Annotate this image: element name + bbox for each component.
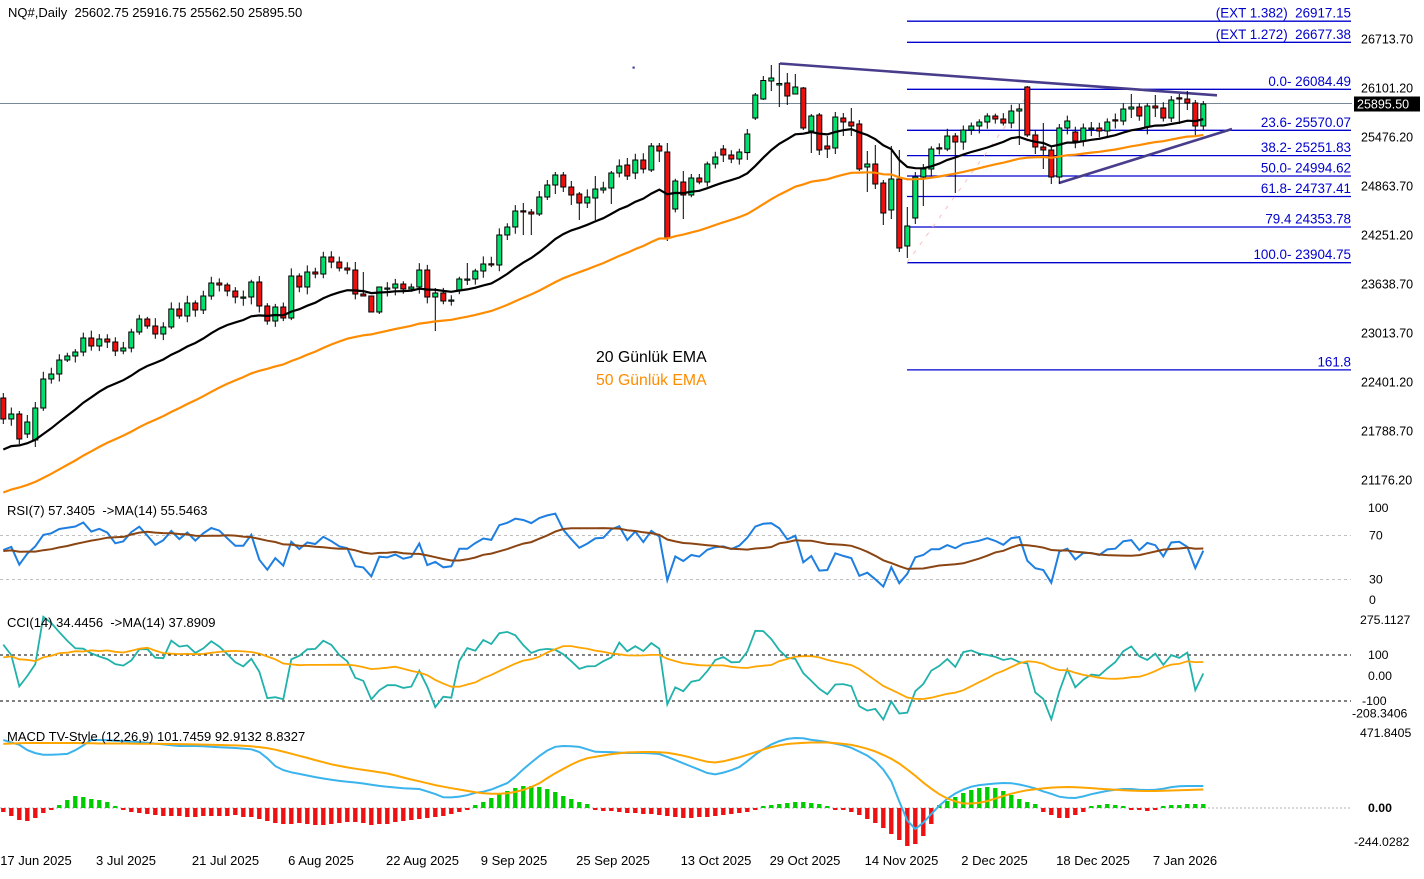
svg-text:7 Jan 2026: 7 Jan 2026	[1153, 853, 1217, 868]
svg-text:-244.0282: -244.0282	[1354, 835, 1410, 849]
svg-text:18 Dec 2025: 18 Dec 2025	[1056, 853, 1130, 868]
svg-text:50.0- 24994.62: 50.0- 24994.62	[1261, 161, 1351, 176]
svg-text:13 Oct 2025: 13 Oct 2025	[681, 853, 752, 868]
svg-text:21788.70: 21788.70	[1361, 425, 1413, 439]
svg-text:38.2- 25251.83: 38.2- 25251.83	[1261, 140, 1351, 155]
svg-text:(EXT 1.272) 26677.38: (EXT 1.272) 26677.38	[1216, 27, 1351, 42]
svg-text:2 Dec 2025: 2 Dec 2025	[961, 853, 1028, 868]
svg-text:100.0- 23904.75: 100.0- 23904.75	[1253, 247, 1351, 262]
svg-text:22 Aug 2025: 22 Aug 2025	[386, 853, 459, 868]
svg-text:26101.20: 26101.20	[1361, 82, 1413, 96]
svg-text:25895.50: 25895.50	[1357, 98, 1409, 112]
svg-text:RSI(7) 57.3405 ->MA(14) 55.54: RSI(7) 57.3405 ->MA(14) 55.5463	[7, 503, 208, 518]
svg-text:21176.20: 21176.20	[1361, 474, 1412, 488]
svg-text:3 Jul 2025: 3 Jul 2025	[96, 853, 156, 868]
svg-text:24251.20: 24251.20	[1361, 229, 1413, 243]
svg-text:6 Aug 2025: 6 Aug 2025	[288, 853, 354, 868]
svg-text:26713.70: 26713.70	[1361, 33, 1413, 47]
svg-text:61.8- 24737.41: 61.8- 24737.41	[1261, 181, 1351, 196]
svg-text:275.1127: 275.1127	[1360, 613, 1411, 627]
svg-text:23013.70: 23013.70	[1361, 327, 1413, 341]
svg-text:0.00: 0.00	[1368, 801, 1392, 815]
svg-text:(EXT 1.382) 26917.15: (EXT 1.382) 26917.15	[1216, 6, 1351, 21]
svg-text:161.8: 161.8	[1317, 354, 1351, 369]
svg-text:25476.20: 25476.20	[1361, 131, 1413, 145]
svg-text:23.6- 25570.07: 23.6- 25570.07	[1261, 115, 1351, 130]
svg-text:23638.70: 23638.70	[1361, 278, 1413, 292]
svg-text:0: 0	[1369, 593, 1376, 607]
svg-text:25 Sep 2025: 25 Sep 2025	[576, 853, 650, 868]
svg-text:50 Günlük EMA: 50 Günlük EMA	[596, 372, 707, 389]
svg-text:22401.20: 22401.20	[1361, 376, 1413, 390]
svg-text:-100: -100	[1362, 694, 1387, 708]
svg-text:100: 100	[1368, 501, 1389, 515]
svg-text:30: 30	[1369, 573, 1383, 587]
svg-text:-208.3406: -208.3406	[1352, 707, 1408, 721]
svg-text:14 Nov 2025: 14 Nov 2025	[865, 853, 939, 868]
svg-text:79.4 24353.78: 79.4 24353.78	[1265, 212, 1351, 227]
svg-text:21 Jul 2025: 21 Jul 2025	[192, 853, 259, 868]
svg-text:NQ#,Daily 25602.75 25916.75 2: NQ#,Daily 25602.75 25916.75 25562.50 258…	[8, 5, 302, 20]
svg-text:20 Günlük EMA: 20 Günlük EMA	[596, 349, 707, 366]
svg-text:9 Sep 2025: 9 Sep 2025	[481, 853, 548, 868]
svg-text:0.00: 0.00	[1368, 669, 1392, 683]
svg-text:0.0- 26084.49: 0.0- 26084.49	[1268, 74, 1351, 89]
svg-text:17 Jun 2025: 17 Jun 2025	[0, 853, 72, 868]
svg-text:70: 70	[1369, 529, 1383, 543]
svg-text:471.8405: 471.8405	[1360, 726, 1411, 740]
svg-text:24863.70: 24863.70	[1361, 180, 1413, 194]
svg-text:100: 100	[1368, 648, 1389, 662]
svg-text:CCI(14) 34.4456 ->MA(14) 37.8: CCI(14) 34.4456 ->MA(14) 37.8909	[7, 615, 215, 630]
svg-text:MACD TV-Style (12,26,9) 101.74: MACD TV-Style (12,26,9) 101.7459 92.9132…	[7, 729, 305, 744]
svg-text:29 Oct 2025: 29 Oct 2025	[770, 853, 841, 868]
